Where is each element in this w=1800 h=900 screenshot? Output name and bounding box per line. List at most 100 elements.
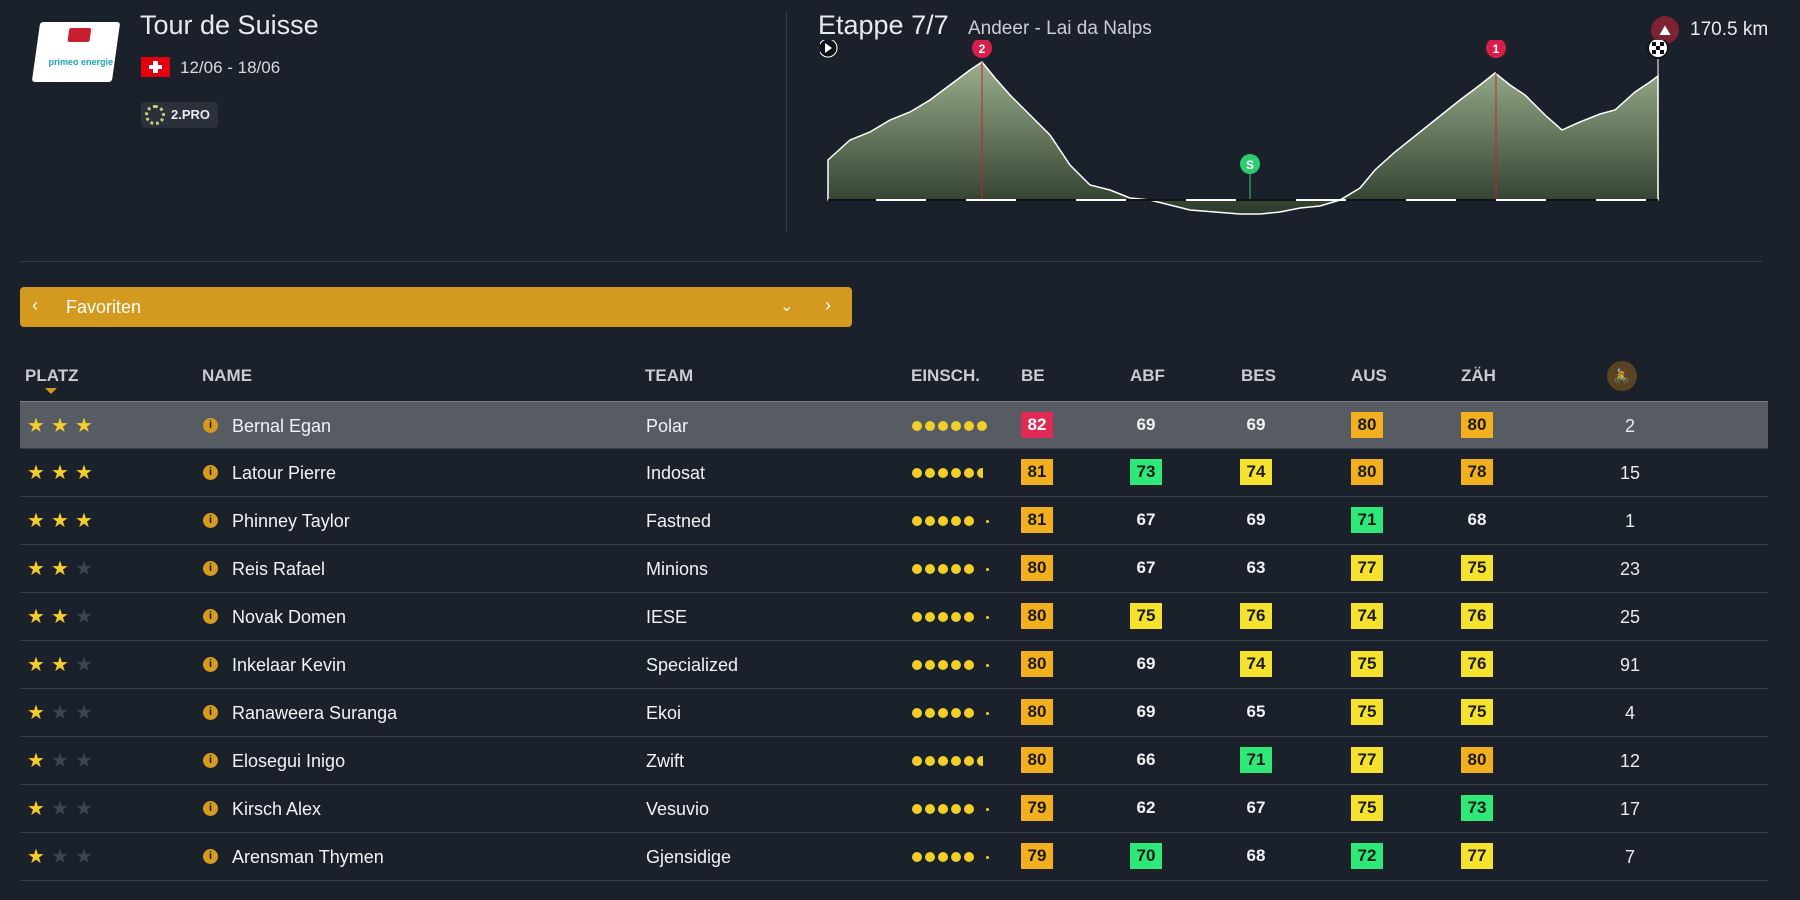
stat-zah: 76 bbox=[1461, 651, 1493, 677]
rider-name[interactable]: Phinney Taylor bbox=[232, 511, 350, 531]
rating-dot bbox=[951, 804, 961, 814]
table-row[interactable]: ★ ★ ★ i Phinney Taylor Fastned 81 67 69 71 68 1 bbox=[20, 497, 1768, 545]
info-icon[interactable]: i bbox=[203, 465, 218, 480]
rating-dot bbox=[938, 660, 948, 670]
info-icon[interactable]: i bbox=[203, 849, 218, 864]
chevron-down-icon[interactable]: ⌄ bbox=[780, 298, 794, 315]
info-icon[interactable]: i bbox=[203, 418, 218, 433]
cyclist-icon[interactable]: 🚴 bbox=[1607, 361, 1637, 391]
info-icon[interactable]: i bbox=[203, 753, 218, 768]
rating-dot bbox=[938, 852, 948, 862]
header-name[interactable]: NAME bbox=[202, 366, 253, 385]
stat-be: 80 bbox=[1021, 699, 1053, 725]
race-category-badge: 2.PRO bbox=[141, 102, 219, 128]
info-icon[interactable]: i bbox=[203, 513, 218, 528]
rating-dot-empty bbox=[986, 616, 989, 619]
rider-team: IESE bbox=[646, 607, 688, 627]
favorites-selector[interactable]: ‹ Favoriten ⌄ › bbox=[20, 287, 852, 327]
rating-dot bbox=[938, 421, 948, 431]
stat-be: 79 bbox=[1021, 795, 1053, 821]
rider-name[interactable]: Latour Pierre bbox=[232, 463, 337, 483]
stat-zah: 77 bbox=[1461, 843, 1493, 869]
rider-name[interactable]: Ranaweera Suranga bbox=[232, 703, 398, 723]
race-category-label: 2.PRO bbox=[171, 107, 211, 122]
race-title: Tour de Suisse bbox=[140, 10, 319, 40]
header-be[interactable]: BE bbox=[1021, 366, 1045, 385]
table-row[interactable]: ★ ★ ★ i Novak Domen IESE 80 75 76 74 76 25 bbox=[20, 593, 1768, 641]
table-row[interactable]: ★ ★ ★ i Elosegui Inigo Zwift 80 66 71 77 80 12 bbox=[20, 737, 1768, 785]
rider-name[interactable]: Reis Rafael bbox=[232, 559, 326, 579]
rating-dot bbox=[938, 756, 948, 766]
stage-profile-chart[interactable]: 2 S 1 bbox=[820, 40, 1770, 240]
stat-aus: 75 bbox=[1351, 651, 1383, 677]
stat-aus: 77 bbox=[1351, 747, 1383, 773]
info-icon[interactable]: i bbox=[203, 561, 218, 576]
header-bes[interactable]: BES bbox=[1241, 366, 1276, 385]
stat-bes: 67 bbox=[1246, 798, 1266, 817]
table-row[interactable]: ★ ★ ★ i Reis Rafael Minions 80 67 63 77 75 23 bbox=[20, 545, 1768, 593]
star-icon: ★ bbox=[27, 510, 45, 532]
chevron-right-icon[interactable]: › bbox=[825, 295, 831, 315]
stat-count: 23 bbox=[1619, 559, 1641, 579]
rider-name[interactable]: Kirsch Alex bbox=[232, 799, 322, 819]
chevron-left-icon[interactable]: ‹ bbox=[32, 295, 38, 315]
rider-team: Minions bbox=[646, 559, 709, 579]
rating-dot-empty bbox=[986, 808, 989, 811]
info-icon[interactable]: i bbox=[203, 705, 218, 720]
stat-aus: 75 bbox=[1351, 699, 1383, 725]
star-icon: ★ bbox=[75, 510, 93, 532]
table-row[interactable]: ★ ★ ★ i Bernal Egan Polar 82 69 69 80 80 2 bbox=[20, 401, 1768, 449]
star-icon: ★ bbox=[75, 462, 93, 484]
rating-dot bbox=[951, 756, 961, 766]
rating-dot bbox=[925, 468, 935, 478]
rating-dot bbox=[951, 660, 961, 670]
rider-name[interactable]: Inkelaar Kevin bbox=[232, 655, 347, 675]
table-row[interactable]: ★ ★ ★ i Kirsch Alex Vesuvio 79 62 67 75 73 17 bbox=[20, 785, 1768, 833]
header-einsch[interactable]: EINSCH. bbox=[911, 366, 980, 385]
rating-dot-half bbox=[977, 468, 983, 478]
rating-dot-empty bbox=[986, 856, 989, 859]
stat-zah: 78 bbox=[1461, 459, 1493, 485]
info-icon[interactable]: i bbox=[203, 801, 218, 816]
race-logo-mark bbox=[67, 28, 92, 42]
star-icon: ★ bbox=[27, 750, 45, 772]
rider-team: Zwift bbox=[646, 751, 684, 771]
stat-bes: 63 bbox=[1246, 558, 1266, 577]
stat-be: 80 bbox=[1021, 747, 1053, 773]
table-row[interactable]: ★ ★ ★ i Arensman Thymen Gjensidige 79 70 68 72 77 7 bbox=[20, 833, 1768, 881]
stat-bes: 76 bbox=[1240, 603, 1272, 629]
rider-name[interactable]: Elosegui Inigo bbox=[232, 751, 346, 771]
table-row[interactable]: ★ ★ ★ i Inkelaar Kevin Specialized 80 69 74 75 76 9… bbox=[20, 641, 1768, 689]
rating-dot-empty bbox=[986, 520, 989, 523]
header-team[interactable]: TEAM bbox=[645, 366, 694, 385]
header-abf[interactable]: ABF bbox=[1130, 366, 1165, 385]
rating-dot bbox=[938, 612, 948, 622]
rider-name[interactable]: Novak Domen bbox=[232, 607, 347, 627]
rating-dot bbox=[951, 564, 961, 574]
sort-desc-icon bbox=[45, 388, 57, 394]
stat-bes: 74 bbox=[1240, 651, 1272, 677]
header-divider bbox=[786, 12, 787, 232]
rating-dot bbox=[912, 804, 922, 814]
star-icon: ★ bbox=[27, 462, 45, 484]
info-icon[interactable]: i bbox=[203, 657, 218, 672]
rating-dot bbox=[912, 564, 922, 574]
header-aus[interactable]: AUS bbox=[1351, 366, 1387, 385]
rider-team: Polar bbox=[646, 416, 689, 436]
star-icon: ★ bbox=[27, 558, 45, 580]
rating-stars: ★ ★ ★ bbox=[27, 847, 97, 867]
rating-dot bbox=[951, 612, 961, 622]
table-row[interactable]: ★ ★ ★ i Ranaweera Suranga Ekoi 80 69 65 75 75 4 bbox=[20, 689, 1768, 737]
rider-name[interactable]: Arensman Thymen bbox=[232, 847, 384, 867]
header-zah[interactable]: ZÄH bbox=[1461, 366, 1496, 385]
header-platz[interactable]: PLATZ bbox=[25, 366, 79, 385]
elevation-area bbox=[827, 60, 1659, 215]
stat-count: 12 bbox=[1619, 751, 1641, 771]
info-icon[interactable]: i bbox=[203, 609, 218, 624]
rider-name[interactable]: Bernal Egan bbox=[232, 416, 332, 436]
stat-count: 7 bbox=[1624, 847, 1635, 867]
rating-dot bbox=[925, 852, 935, 862]
stat-bes: 68 bbox=[1246, 846, 1266, 865]
table-row[interactable]: ★ ★ ★ i Latour Pierre Indosat 81 73 74 80 78 15 bbox=[20, 449, 1768, 497]
stat-abf: 69 bbox=[1136, 702, 1156, 721]
